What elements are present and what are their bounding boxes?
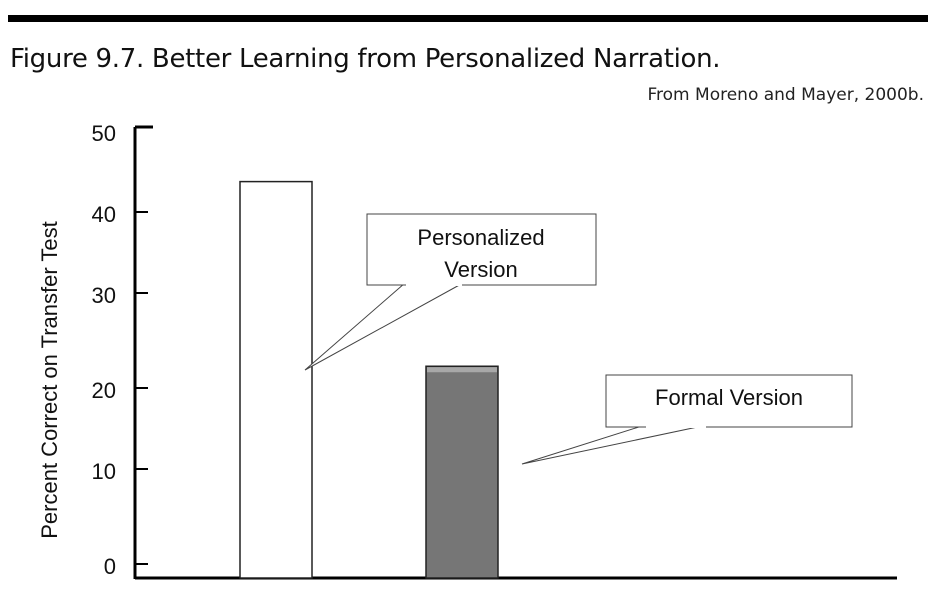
callout-formal: Formal Version [521,374,853,465]
y-tick-label: 20 [92,378,116,403]
bar-personalized [239,180,313,579]
y-tick-label: 0 [104,554,116,579]
y-tick-label: 10 [92,459,116,484]
y-tick-label: 40 [92,202,116,227]
y-tick-label: 50 [92,121,116,146]
callout-personalized-box [366,213,597,286]
bars [239,180,499,579]
bar-formal-highlight [427,367,497,373]
bar-formal [425,365,499,579]
callout-personalized-line1: Personalized [417,225,544,250]
callout-formal-box [605,374,853,428]
callout-formal-text: Formal Version [655,385,803,410]
y-axis-label: Percent Correct on Transfer Test [37,221,62,539]
callout-personalized: Personalized Version [304,213,597,371]
y-tick-label: 30 [92,283,116,308]
callout-personalized-pointer [304,282,464,371]
top-rule [8,15,928,22]
figure-source: From Moreno and Mayer, 2000b. [647,85,925,105]
figure-title: Figure 9.7. Better Learning from Persona… [10,44,721,74]
y-ticks: 0 10 20 30 40 50 [92,121,148,579]
callout-formal-pointer [521,424,708,465]
callout-personalized-line2: Version [444,257,517,282]
